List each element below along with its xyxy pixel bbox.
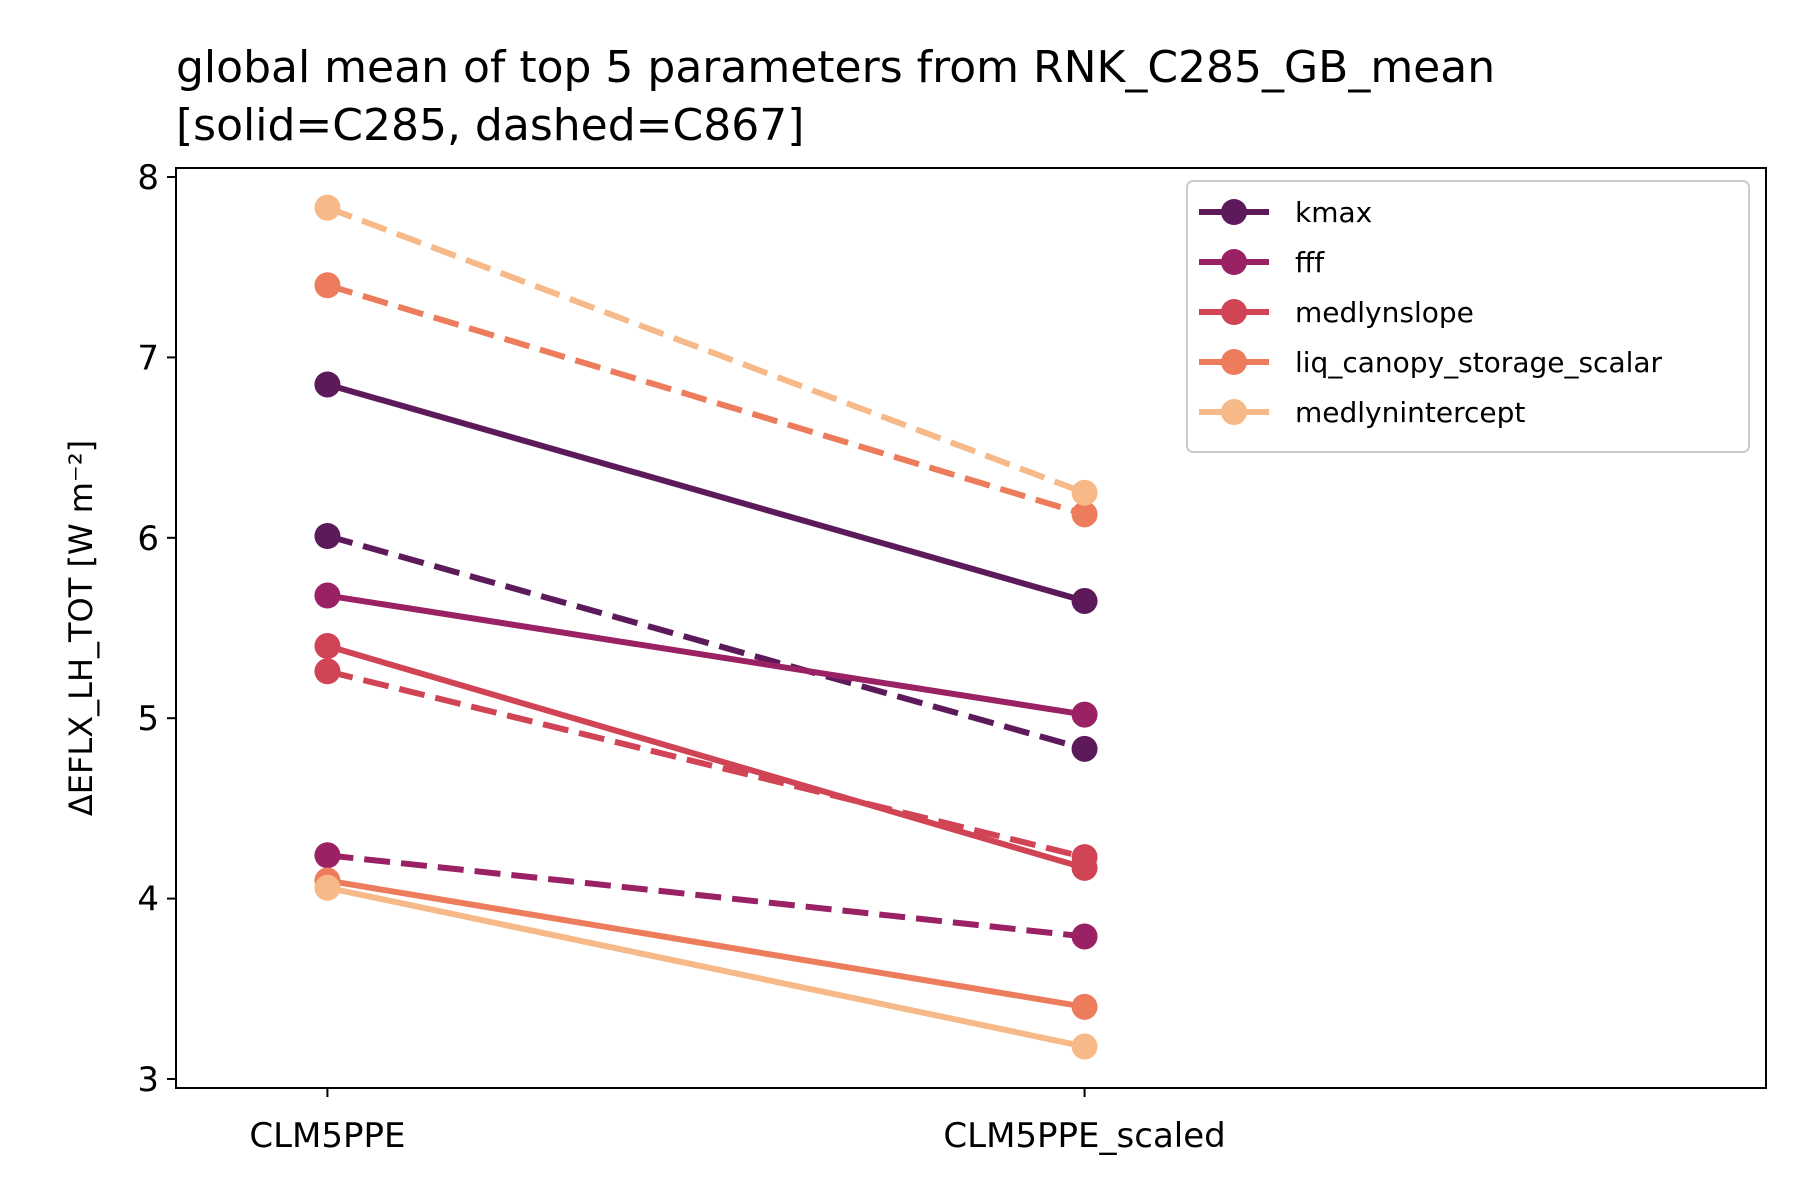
series-line-kmax-C867 <box>326 533 1086 752</box>
series-kmax-C285 <box>314 371 1098 614</box>
legend-marker-medlynintercept <box>1221 399 1247 425</box>
legend: kmax fff medlynslope liq_canopy_storage_sca… <box>1186 180 1750 453</box>
data-point-kmax-C867 <box>314 523 341 549</box>
series-medlynintercept-C285 <box>314 874 1098 1060</box>
data-point-medlynintercept-C867 <box>314 194 341 221</box>
y-tick-label: 5 <box>137 699 159 739</box>
legend-marker-medlynslope <box>1221 299 1247 325</box>
x-tick-label: CLM5PPE <box>249 1116 405 1156</box>
y-axis-label: ΔEFLX_LH_TOT [W m⁻²] <box>62 440 100 816</box>
data-point-liq_canopy_storage_scalar-C867 <box>314 272 341 299</box>
data-point-kmax-C285 <box>314 371 341 398</box>
legend-label-medlynintercept: medlynintercept <box>1295 396 1525 429</box>
data-point-medlynslope-C867 <box>314 658 341 685</box>
series-line-fff-C867 <box>327 852 1085 940</box>
y-axis: 3 4 5 6 7 8 <box>137 158 176 1100</box>
series-liq_canopy_storage_scalar-C867 <box>314 272 1098 528</box>
data-point-medlynintercept-C285 <box>1071 1033 1098 1060</box>
x-tick-label: CLM5PPE_scaled <box>943 1116 1225 1156</box>
legend-item-medlynintercept: medlynintercept <box>1199 396 1525 429</box>
series-fff-C285 <box>314 582 1098 728</box>
series-line-medlynintercept-C867 <box>326 204 1086 496</box>
series-line-medlynslope-C867 <box>326 668 1086 861</box>
legend-item-fff: fff <box>1199 246 1325 279</box>
data-point-liq_canopy_storage_scalar-C285 <box>1071 993 1098 1020</box>
data-point-fff-C285 <box>314 582 341 609</box>
legend-label-fff: fff <box>1295 246 1325 279</box>
data-point-kmax-C867 <box>1071 735 1098 762</box>
legend-label-liq_canopy_storage_scalar: liq_canopy_storage_scalar <box>1295 346 1663 379</box>
series-medlynintercept-C867 <box>314 194 1098 506</box>
series-medlynslope-C285 <box>314 633 1098 881</box>
y-tick-label: 7 <box>137 338 159 378</box>
data-point-fff-C285 <box>1071 701 1098 728</box>
plot-area <box>314 194 1098 1060</box>
legend-item-kmax: kmax <box>1199 196 1372 229</box>
series-line-kmax-C285 <box>326 381 1086 604</box>
series-fff-C867 <box>314 842 1098 950</box>
chart-title-line-1: global mean of top 5 parameters from RNK… <box>176 42 1495 93</box>
legend-label-kmax: kmax <box>1295 196 1372 229</box>
axes-frame <box>175 167 1767 1089</box>
data-point-medlynslope-C867 <box>1071 844 1098 871</box>
legend-marker-liq_canopy_storage_scalar <box>1221 349 1247 375</box>
data-point-liq_canopy_storage_scalar-C867 <box>1071 501 1098 528</box>
data-point-medlynslope-C285 <box>314 633 341 660</box>
y-tick-label: 3 <box>137 1060 159 1100</box>
data-point-fff-C867 <box>1071 923 1098 950</box>
legend-label-medlynslope: medlynslope <box>1295 296 1474 329</box>
series-line-liq_canopy_storage_scalar-C867 <box>326 282 1086 518</box>
legend-item-liq_canopy_storage_scalar: liq_canopy_storage_scalar <box>1199 346 1663 379</box>
legend-box <box>1186 180 1750 453</box>
y-tick-label: 6 <box>137 519 159 559</box>
data-point-fff-C867 <box>314 842 341 869</box>
data-point-medlynintercept-C285 <box>314 874 341 901</box>
series-line-medlynintercept-C285 <box>326 884 1086 1050</box>
series-kmax-C867 <box>314 523 1098 762</box>
chart-title-line-2: [solid=C285, dashed=C867] <box>176 100 804 151</box>
series-line-liq_canopy_storage_scalar-C285 <box>326 877 1086 1010</box>
series-liq_canopy_storage_scalar-C285 <box>314 867 1098 1020</box>
series-medlynslope-C867 <box>314 658 1098 871</box>
series-line-medlynslope-C285 <box>326 643 1086 871</box>
legend-marker-kmax <box>1221 199 1247 225</box>
legend-item-medlynslope: medlynslope <box>1199 296 1474 329</box>
data-point-kmax-C285 <box>1071 587 1098 614</box>
y-tick-label: 4 <box>137 880 159 920</box>
legend-marker-fff <box>1221 249 1247 275</box>
x-axis: CLM5PPE CLM5PPE_scaled <box>249 1088 1226 1156</box>
y-tick-label: 8 <box>137 158 159 198</box>
data-point-medlynintercept-C867 <box>1071 479 1098 506</box>
series-line-fff-C285 <box>326 592 1086 718</box>
